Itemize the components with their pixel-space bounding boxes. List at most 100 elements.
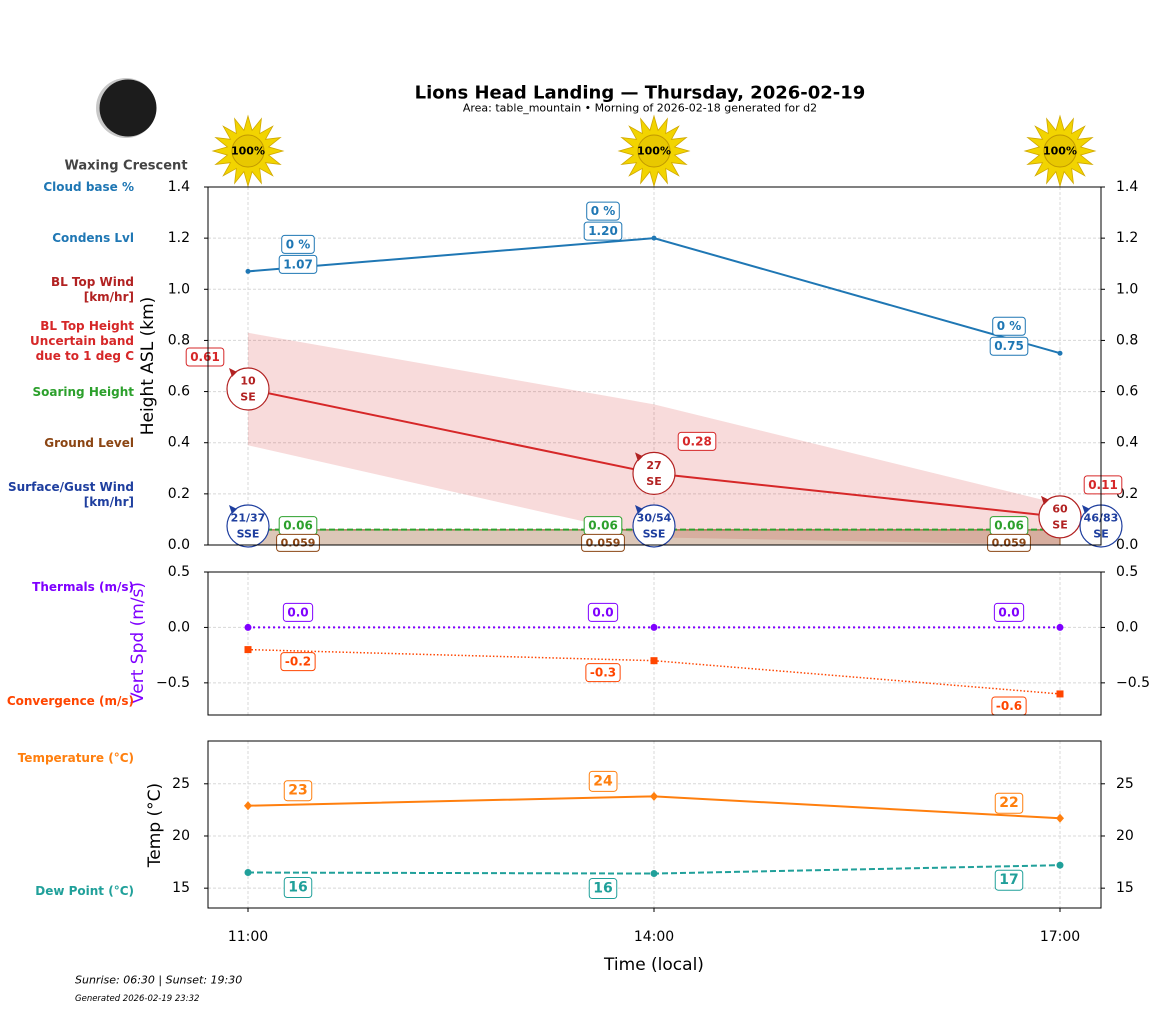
subtitle: Area: table_mountain • Morning of 2026-0…: [463, 102, 817, 115]
x-tick-label: 14:00: [634, 929, 674, 945]
marker: [245, 268, 251, 274]
value-label-box: [185, 347, 225, 367]
value-label: 17: [999, 872, 1018, 888]
value-label: 0.0: [287, 605, 308, 619]
marker: [244, 869, 252, 877]
value-label: 1.20: [588, 224, 618, 238]
series-name: Dew Point (°C): [35, 884, 134, 898]
marker: [650, 791, 658, 801]
value-label: 0 %: [286, 237, 311, 251]
value-label-box: [989, 336, 1029, 356]
value-label: 0 %: [591, 204, 616, 218]
wind-arrow: [229, 505, 237, 514]
y2-tick-label: 25: [1116, 776, 1134, 792]
series-name: Soaring Height: [33, 385, 135, 399]
value-label-box: [1083, 475, 1123, 495]
y-tick-label: 15: [172, 880, 190, 896]
wind-arrow: [635, 452, 643, 462]
x-axis-title: Time (local): [603, 955, 704, 975]
value-label-box: [282, 602, 314, 622]
wind-direction: SE: [1052, 518, 1067, 531]
wind-arrow: [229, 368, 237, 378]
value-label: 0.059: [586, 536, 621, 549]
sun-label: 100%: [637, 145, 671, 158]
value-label: 0.06: [283, 519, 313, 533]
series-name: Uncertain band: [30, 334, 134, 348]
value-label-box: [992, 316, 1026, 336]
value-label-box: [587, 602, 619, 622]
marker: [650, 623, 658, 631]
y-tick-label: 0.5: [168, 564, 190, 580]
marker: [1056, 690, 1064, 698]
value-label: 0.059: [281, 536, 316, 549]
wind-marker: [632, 451, 676, 495]
y-tick-label: −0.5: [156, 675, 190, 691]
value-label-box: [588, 770, 618, 792]
y2-tick-label: 0.6: [1116, 384, 1138, 400]
wind-arrow: [635, 505, 643, 514]
marker: [1057, 350, 1063, 356]
value-label-box: [987, 533, 1031, 552]
series-name: Temperature (°C): [18, 751, 134, 765]
value-label: -0.6: [996, 699, 1022, 713]
value-label-box: [994, 869, 1024, 891]
sun-label: 100%: [231, 145, 265, 158]
wind-speed: 21/37: [231, 512, 266, 525]
wind-arrow: [1082, 505, 1090, 514]
series-name: Ground Level: [44, 436, 134, 450]
value-label: 0 %: [997, 319, 1022, 333]
x-tick-label: 11:00: [228, 929, 268, 945]
marker: [244, 801, 252, 811]
series-name: [km/hr]: [84, 290, 134, 304]
value-label: 0.0: [592, 605, 613, 619]
y-tick-label: 0.6: [168, 384, 190, 400]
value-label: 0.61: [190, 350, 220, 364]
y2-tick-label: 0.0: [1116, 537, 1138, 553]
value-label-box: [281, 234, 315, 254]
y-tick-label: 0.8: [168, 332, 190, 348]
plot-frame: [207, 571, 1102, 716]
wind-speed: 27: [646, 459, 661, 472]
title: Lions Head Landing — Thursday, 2026-02-1…: [415, 83, 866, 104]
value-label-box: [278, 254, 318, 274]
wind-direction: SSE: [237, 528, 260, 541]
series-name: Surface/Gust Wind: [8, 480, 134, 494]
y-axis-title: Height ASL (km): [138, 297, 158, 436]
value-label: 0.06: [994, 519, 1024, 533]
y-tick-label: 1.0: [168, 281, 190, 297]
y-tick-label: 25: [172, 776, 190, 792]
sun: [231, 134, 265, 168]
value-label: 0.11: [1088, 478, 1118, 492]
sun: [1043, 134, 1077, 168]
value-label: -0.2: [285, 655, 311, 669]
wind-direction: SE: [646, 475, 661, 488]
y2-tick-label: 1.4: [1116, 179, 1138, 195]
value-label-box: [583, 221, 623, 241]
y2-tick-label: 0.4: [1116, 435, 1138, 451]
value-label: 0.059: [992, 536, 1027, 549]
y2-tick-label: −0.5: [1116, 675, 1150, 691]
value-label: 1.07: [283, 257, 313, 271]
series-name: Thermals (m/s): [32, 580, 134, 594]
y-axis-title: Vert Spd (m/s): [128, 582, 148, 704]
value-label-box: [993, 602, 1025, 622]
uncertainty-band: [248, 332, 1060, 545]
value-label: 0.75: [994, 339, 1024, 353]
value-label: 16: [593, 881, 612, 897]
moon: [99, 79, 157, 137]
value-label: -0.3: [590, 666, 616, 680]
series-name: Condens Lvl: [52, 231, 134, 245]
plot-frame: [207, 186, 1102, 546]
series-name: Convergence (m/s): [7, 694, 134, 708]
marker: [650, 870, 658, 878]
x-tick-label: 17:00: [1040, 929, 1080, 945]
y2-tick-label: 1.0: [1116, 281, 1138, 297]
wind-arrow: [1041, 495, 1049, 505]
sun-label: 100%: [1043, 145, 1077, 158]
wind-marker: [226, 504, 270, 548]
value-label-box: [586, 201, 620, 221]
value-label-box: [677, 431, 717, 451]
marker: [244, 646, 252, 654]
